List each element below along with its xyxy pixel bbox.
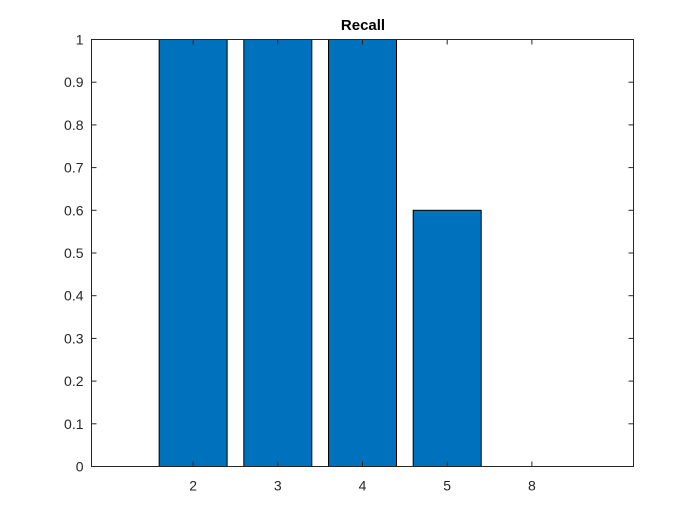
x-axis: 2 3 4 5 8 xyxy=(189,39,536,494)
x-tick-label: 4 xyxy=(359,478,367,494)
y-tick-label: 1 xyxy=(76,32,84,48)
y-tick-label: 0.1 xyxy=(64,416,84,432)
y-tick-label: 0.6 xyxy=(64,202,84,218)
y-tick-label: 0.2 xyxy=(64,373,84,389)
y-tick-label: 0.3 xyxy=(64,330,84,346)
bar-5 xyxy=(412,209,482,468)
y-tick-label: 0.4 xyxy=(64,288,84,304)
y-tick-label: 0.9 xyxy=(64,74,84,90)
bars-group xyxy=(158,39,482,468)
x-tick-label: 3 xyxy=(274,478,282,494)
y-tick-label: 0.7 xyxy=(64,160,84,176)
bar-4 xyxy=(328,39,397,467)
y-tick-label: 0 xyxy=(76,459,84,475)
y-tick-label: 0.8 xyxy=(64,117,84,133)
y-axis: 0 0.1 0.2 0.3 0.4 0.5 0.6 0.7 0.8 0.9 1 xyxy=(64,32,634,475)
plot-frame xyxy=(91,39,634,467)
chart-title: Recall xyxy=(341,17,385,34)
y-tick-label: 0.5 xyxy=(64,245,84,261)
bar-2 xyxy=(158,39,228,467)
x-tick-label: 8 xyxy=(528,478,536,494)
x-tick-label: 2 xyxy=(189,478,197,494)
x-tick-label: 5 xyxy=(443,478,451,494)
bar-3 xyxy=(243,39,313,467)
